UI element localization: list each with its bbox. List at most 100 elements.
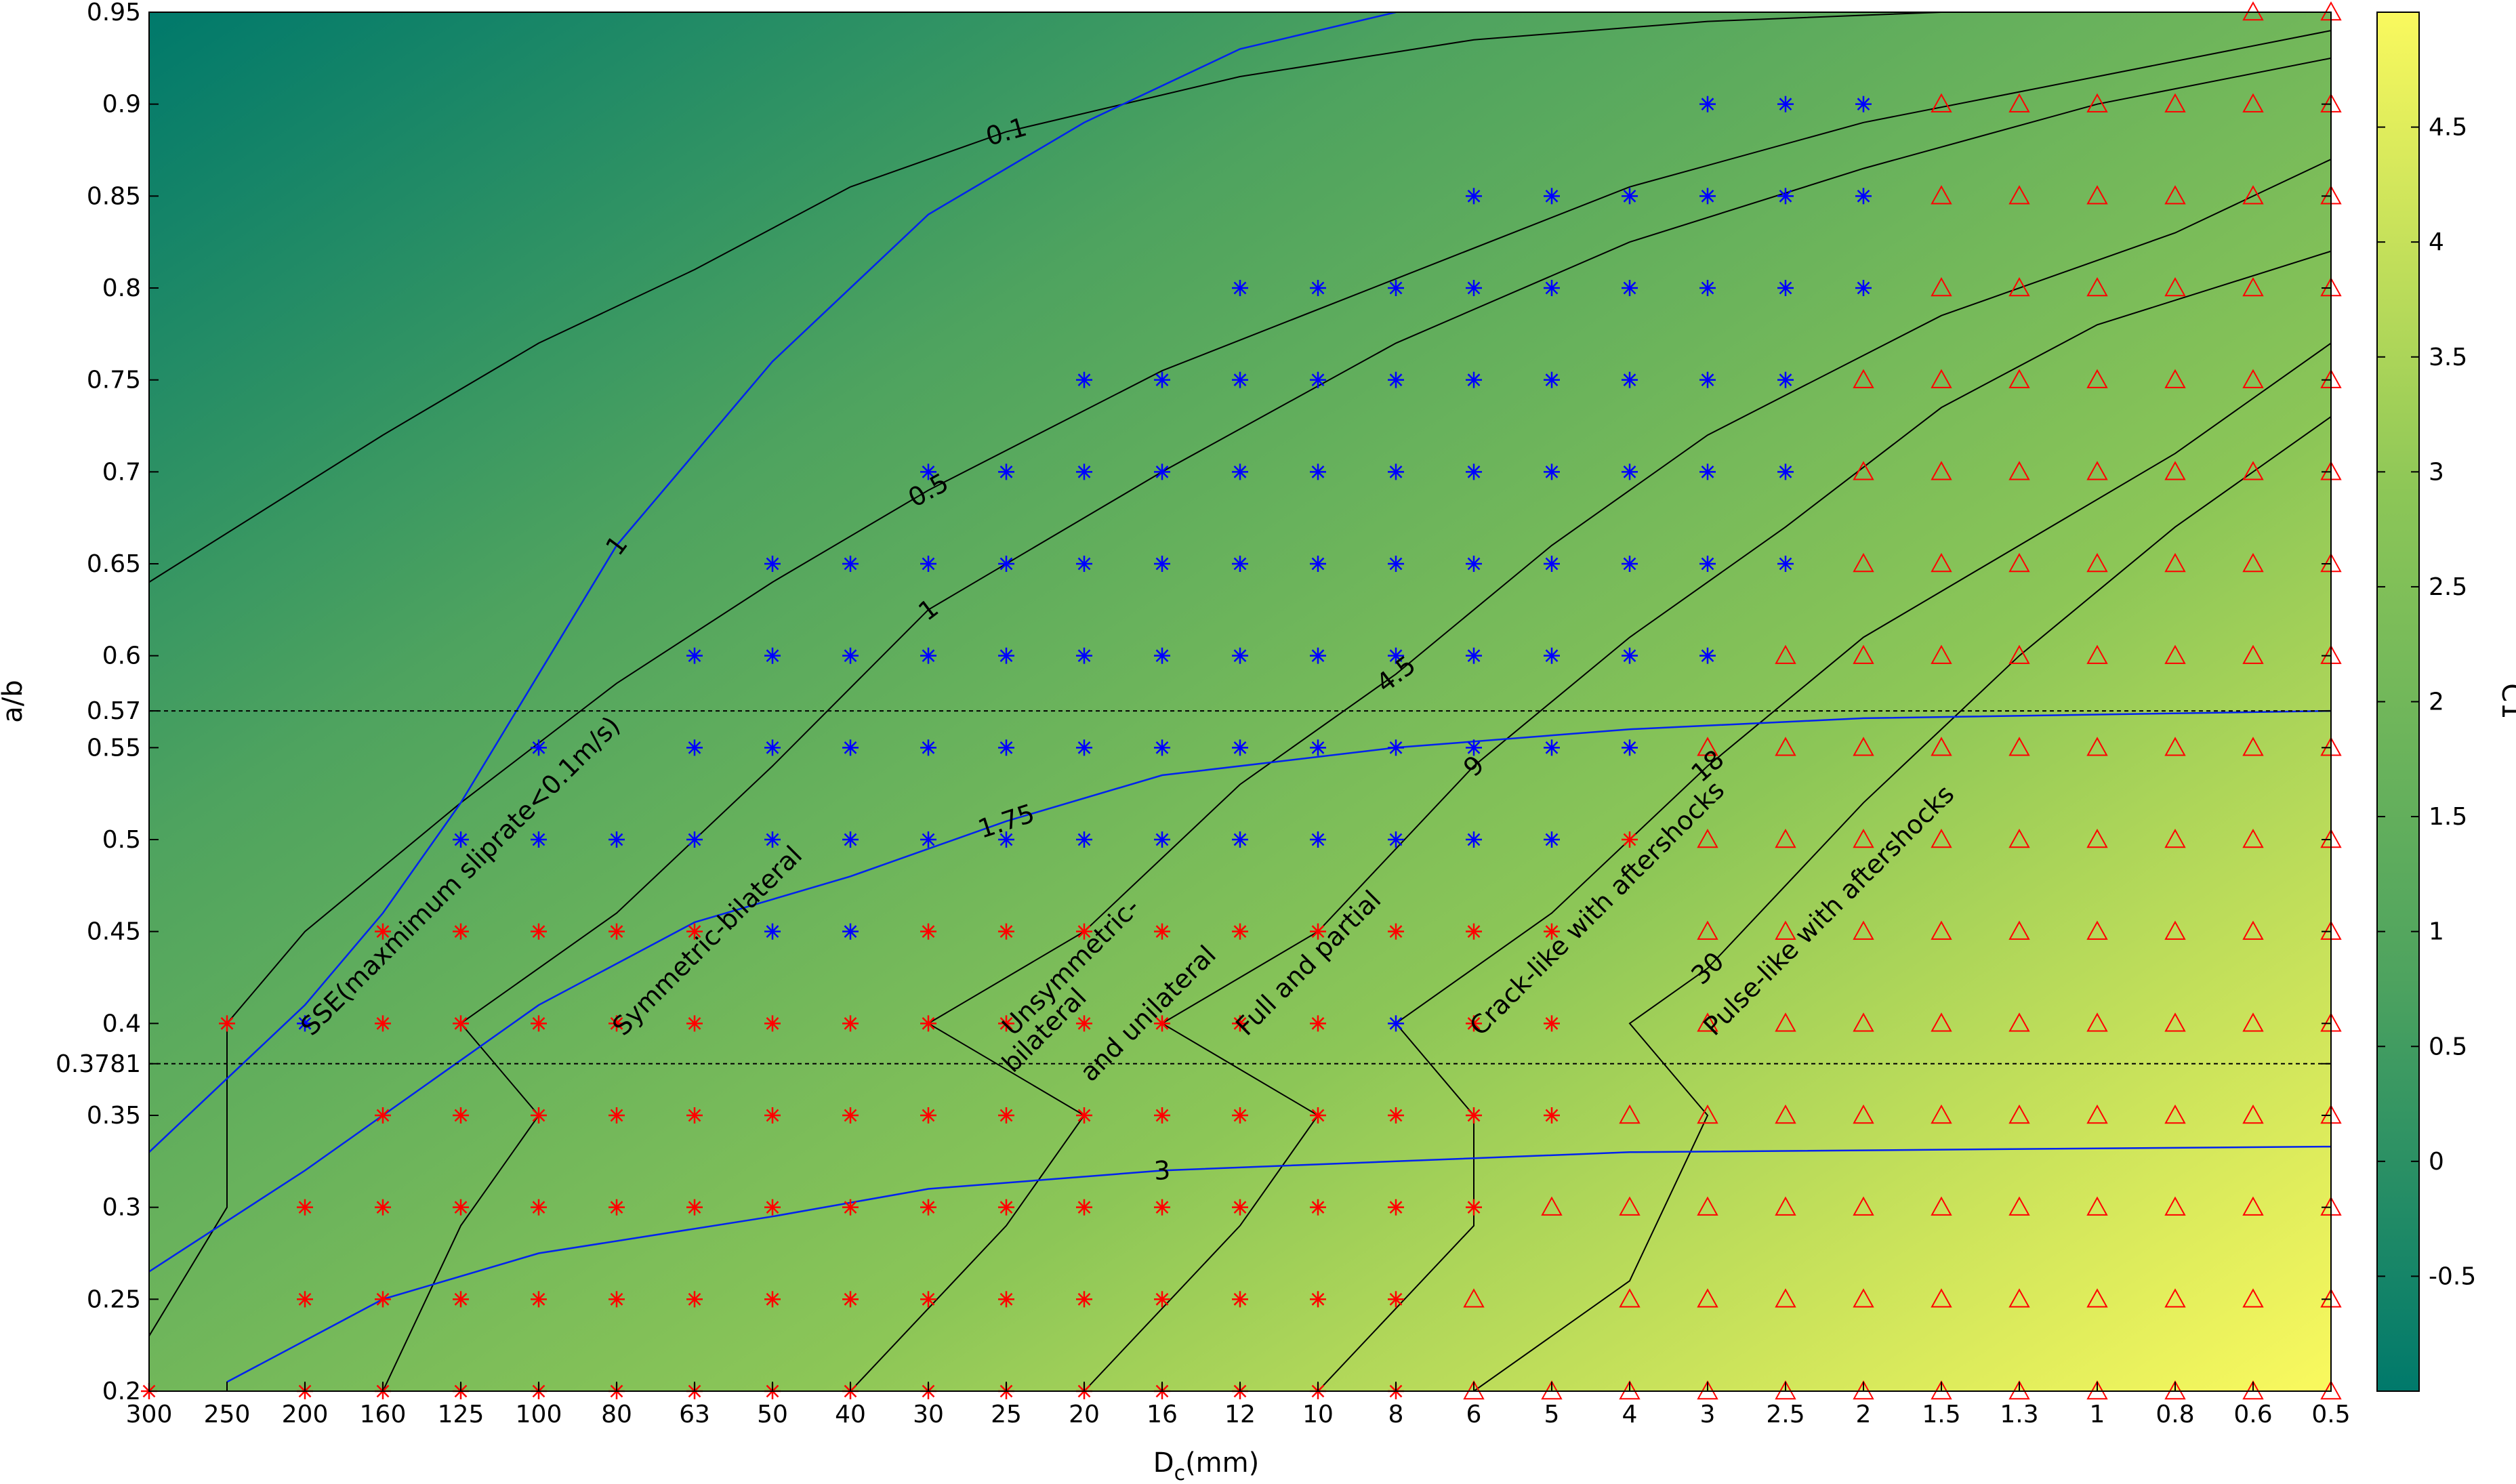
triangle-marker bbox=[1853, 1288, 1874, 1308]
triangle-marker bbox=[2086, 1288, 2108, 1308]
triangle-marker bbox=[2164, 920, 2186, 940]
asterisk-marker bbox=[1388, 831, 1404, 848]
asterisk-marker bbox=[920, 1015, 936, 1032]
asterisk-marker bbox=[1544, 831, 1560, 848]
asterisk-marker bbox=[219, 1015, 235, 1032]
asterisk-marker bbox=[920, 463, 936, 480]
triangle-marker bbox=[1541, 1380, 1563, 1400]
triangle-marker bbox=[2242, 920, 2264, 940]
colorbar-tick-label: 4 bbox=[2429, 228, 2444, 256]
asterisk-marker bbox=[1388, 923, 1404, 940]
asterisk-marker bbox=[1232, 739, 1248, 756]
x-tick-label: 1 bbox=[2090, 1401, 2105, 1428]
triangle-marker bbox=[1775, 1288, 1796, 1308]
asterisk-marker bbox=[764, 556, 781, 572]
asterisk-marker bbox=[1622, 556, 1638, 572]
asterisk-marker bbox=[842, 831, 859, 848]
contour-line bbox=[850, 159, 2331, 1391]
contour-line bbox=[1473, 416, 2331, 1391]
triangle-marker bbox=[2242, 1380, 2264, 1400]
y-tick-label: 0.3 bbox=[102, 1194, 141, 1222]
x-tick-label: 20 bbox=[1069, 1401, 1100, 1428]
asterisk-marker bbox=[453, 1199, 469, 1216]
asterisk-marker bbox=[920, 647, 936, 664]
asterisk-marker bbox=[1232, 1291, 1248, 1308]
triangle-marker bbox=[2008, 1380, 2030, 1400]
triangle-marker bbox=[1697, 1104, 1718, 1124]
triangle-marker bbox=[2086, 369, 2108, 388]
triangle-marker bbox=[1775, 1380, 1796, 1400]
triangle-marker bbox=[1931, 1288, 1952, 1308]
asterisk-marker bbox=[1232, 831, 1248, 848]
triangle-marker bbox=[1775, 1104, 1796, 1124]
asterisk-marker bbox=[1544, 463, 1560, 480]
colorbar-tick-label: 1 bbox=[2429, 918, 2444, 946]
asterisk-marker bbox=[842, 739, 859, 756]
asterisk-marker bbox=[842, 556, 859, 572]
asterisk-marker bbox=[1699, 188, 1716, 205]
triangle-marker bbox=[2008, 369, 2030, 388]
triangle-marker bbox=[2164, 1012, 2186, 1032]
asterisk-marker bbox=[531, 923, 547, 940]
asterisk-marker bbox=[1310, 1291, 1326, 1308]
asterisk-marker bbox=[764, 647, 781, 664]
triangle-marker bbox=[1619, 1288, 1641, 1308]
triangle-marker bbox=[1853, 1012, 1874, 1032]
triangle-marker bbox=[1931, 1104, 1952, 1124]
asterisk-marker bbox=[531, 1015, 547, 1032]
asterisk-marker bbox=[1699, 280, 1716, 296]
asterisk-marker bbox=[1544, 923, 1560, 940]
y-tick-label: 0.55 bbox=[87, 734, 141, 762]
asterisk-marker bbox=[1154, 1107, 1170, 1124]
y-tick-label: 0.6 bbox=[102, 642, 141, 670]
asterisk-marker bbox=[375, 1107, 391, 1124]
asterisk-marker bbox=[764, 1291, 781, 1308]
colorbar-tick-label: 2 bbox=[2429, 688, 2444, 716]
x-tick-label: 50 bbox=[757, 1401, 788, 1428]
asterisk-marker bbox=[1232, 556, 1248, 572]
asterisk-marker bbox=[1154, 831, 1170, 848]
asterisk-marker bbox=[686, 647, 703, 664]
triangle-marker bbox=[2242, 461, 2264, 480]
asterisk-marker bbox=[998, 1107, 1014, 1124]
x-tick-label: 8 bbox=[1388, 1401, 1404, 1428]
asterisk-marker bbox=[842, 1199, 859, 1216]
triangle-marker bbox=[1697, 828, 1718, 848]
y-tick-label: 0.57 bbox=[87, 697, 141, 725]
asterisk-marker bbox=[1388, 647, 1404, 664]
triangle-marker bbox=[2008, 644, 2030, 664]
x-tick-label: 100 bbox=[516, 1401, 562, 1428]
asterisk-marker bbox=[842, 1291, 859, 1308]
asterisk-marker bbox=[375, 1199, 391, 1216]
asterisk-marker bbox=[1076, 463, 1092, 480]
contour-label: 3 bbox=[1153, 1155, 1172, 1186]
triangle-marker bbox=[1541, 1196, 1563, 1216]
triangle-marker bbox=[2008, 552, 2030, 573]
triangle-marker bbox=[2164, 737, 2186, 756]
asterisk-marker bbox=[920, 1107, 936, 1124]
triangle-marker bbox=[2164, 276, 2186, 297]
asterisk-marker bbox=[1154, 1291, 1170, 1308]
asterisk-marker bbox=[1388, 280, 1404, 296]
y-tick-label: 0.95 bbox=[87, 0, 141, 26]
triangle-marker bbox=[2008, 1012, 2030, 1032]
asterisk-marker bbox=[1076, 923, 1092, 940]
x-tick-label: 250 bbox=[204, 1401, 251, 1428]
x-tick-label: 16 bbox=[1147, 1401, 1178, 1428]
x-tick-label: 6 bbox=[1466, 1401, 1482, 1428]
asterisk-marker bbox=[920, 831, 936, 848]
asterisk-marker bbox=[453, 831, 469, 848]
triangle-marker bbox=[2086, 185, 2108, 205]
asterisk-marker bbox=[1154, 923, 1170, 940]
asterisk-marker bbox=[1622, 831, 1638, 848]
asterisk-marker bbox=[609, 1107, 625, 1124]
triangle-marker bbox=[1775, 644, 1796, 664]
triangle-marker bbox=[1931, 1012, 1952, 1032]
dashed-reference-lines bbox=[149, 710, 2331, 1065]
triangle-marker bbox=[2164, 1288, 2186, 1308]
asterisk-marker bbox=[1466, 1015, 1482, 1032]
asterisk-marker bbox=[531, 739, 547, 756]
x-tick-label: 12 bbox=[1224, 1401, 1256, 1428]
asterisk-marker bbox=[686, 739, 703, 756]
